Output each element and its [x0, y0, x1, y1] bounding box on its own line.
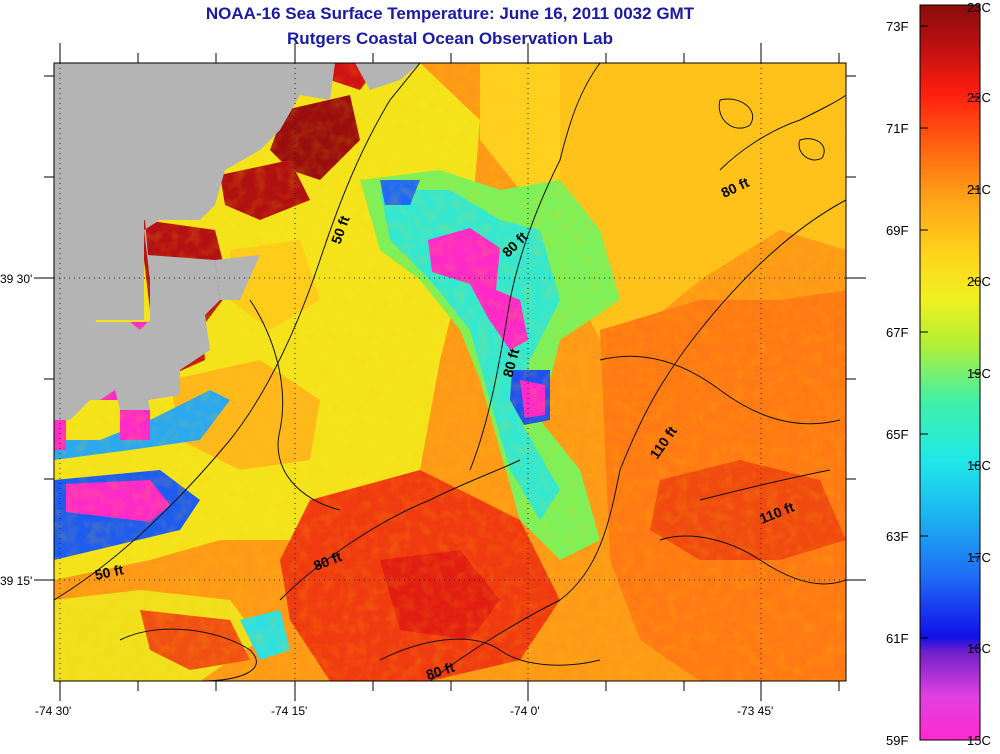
contour-110ft-east: [699, 469, 831, 501]
contour-inner-3: [659, 535, 846, 585]
colorbar-label-c: 23C: [967, 0, 991, 15]
colorbar-label-f: 61F: [886, 631, 909, 646]
colorbar-label-f: 69F: [886, 223, 909, 238]
map-frame: [53, 62, 847, 682]
land-mass-south: [54, 220, 144, 420]
colorbar-label-f: 63F: [886, 529, 909, 544]
contour-inner-1: [249, 299, 341, 511]
lat-tick-label: 39 30': [0, 272, 33, 286]
contour-inner-2: [599, 355, 841, 425]
map-title: NOAA-16 Sea Surface Temperature: June 16…: [205, 4, 695, 23]
colorbar-label-f: 67F: [886, 325, 909, 340]
colorbar-label-c: 15C: [967, 733, 991, 748]
contour-110ft: [429, 199, 846, 681]
graticule: [54, 63, 846, 681]
contour-label: 80 ft: [499, 347, 522, 379]
depth-contours: [54, 63, 846, 681]
colorbar-label-f: 73F: [886, 19, 909, 34]
contour-label: 50 ft: [93, 561, 125, 583]
colorbar: [919, 4, 981, 741]
lon-tick-label: -74 15': [271, 704, 308, 718]
colorbar-label-c: 18C: [967, 458, 991, 473]
contour-50ft: [54, 63, 421, 601]
contour-80ft-bottom: [379, 638, 601, 666]
contour-loop-2: [798, 138, 825, 161]
contour-80ft-south: [279, 459, 521, 601]
lon-tick-label: -73 45': [737, 704, 774, 718]
land-bay: [215, 255, 260, 300]
map-subtitle: Rutgers Coastal Ocean Observation Lab: [287, 29, 613, 48]
colorbar-label-c: 19C: [967, 366, 991, 381]
colorbar-ticks: [920, 25, 980, 649]
colorbar-label-c: 17C: [967, 550, 991, 565]
colorbar-label-c: 20C: [967, 274, 991, 289]
colorbar-label-c: 21C: [967, 182, 991, 197]
colorbar-label-f: 59F: [886, 733, 909, 748]
contour-80ft-north: [469, 63, 601, 471]
colorbar-label-f: 71F: [886, 121, 909, 136]
colorbar-label-f: 65F: [886, 427, 909, 442]
lon-tick-label: -74 0': [510, 704, 540, 718]
colorbar-label-c: 16C: [967, 641, 991, 656]
lon-tick-label: -74 30': [35, 704, 72, 718]
contour-80ft-east: [719, 94, 846, 171]
sst-field: [54, 63, 846, 681]
axis-ticks: [34, 43, 866, 701]
land-mass-top: [355, 63, 420, 90]
colorbar-label-c: 22C: [967, 90, 991, 105]
lat-tick-label: 39 15': [0, 574, 33, 588]
contour-loop-1: [718, 98, 753, 129]
contour-inner-4: [119, 628, 257, 681]
land-mass: [54, 63, 335, 460]
